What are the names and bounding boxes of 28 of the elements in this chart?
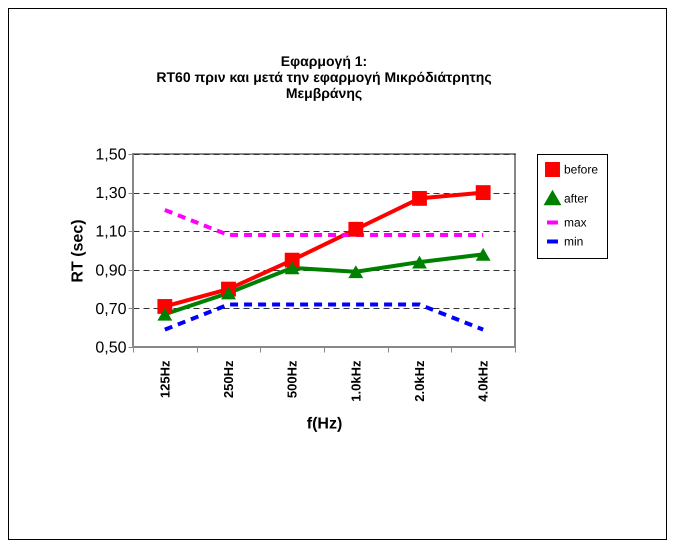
x-tick-label: 500Hz [284, 360, 300, 398]
legend-label: after [564, 192, 588, 206]
y-tick-label: 0,50 [95, 340, 127, 356]
x-tick-label: 2.0kHz [412, 360, 427, 402]
x-tick-label: 250Hz [221, 360, 236, 398]
point [412, 256, 427, 269]
x-tick-label: 4.0kHz [476, 360, 491, 402]
y-tick-label: 0,90 [95, 262, 127, 280]
point [476, 248, 491, 261]
x-tick-label: 1.0kHz [348, 360, 364, 402]
legend-label: min [564, 234, 584, 248]
y-axis-title: RT (sec) [69, 219, 86, 283]
legend-label: before [564, 162, 598, 176]
legend-label: max [564, 216, 587, 230]
y-tick-label: 0,70 [95, 300, 127, 318]
point [221, 286, 236, 300]
point [348, 265, 364, 278]
chart-title: Εφαρμογή 1: RT60 πριν και μετά την εφαρμογή Μικρόδιάτρητης Μεμβράνης [156, 53, 492, 101]
point [412, 190, 427, 206]
y-tick-label: 1,10 [95, 224, 127, 241]
x-tick-label: 125Hz [157, 360, 172, 398]
point [284, 261, 300, 274]
point [476, 185, 491, 200]
x-axis-title: f(Hz) [306, 416, 342, 433]
point [157, 308, 172, 321]
y-tick-label: 1,30 [95, 185, 127, 202]
point [348, 222, 364, 237]
y-tick-label: 1,50 [95, 146, 127, 164]
